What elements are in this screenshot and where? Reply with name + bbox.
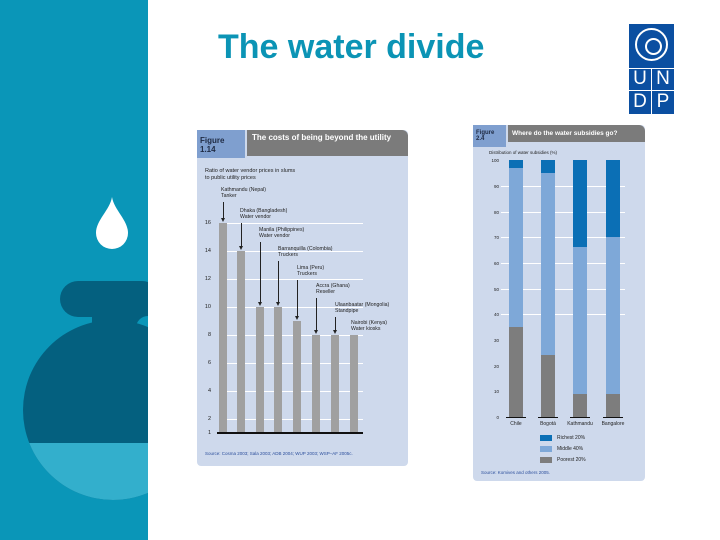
y-tick: 10 [204, 304, 211, 310]
figure-source: Source: Cosma 2003; Sala 2003; ADB 2004;… [205, 451, 353, 456]
slide-title: The water divide [218, 28, 485, 66]
figure-subtitle: Ratio of water vendor prices in slums to… [205, 168, 296, 181]
y-tick: 2 [207, 416, 211, 422]
annotation-kathmandu: Kathmandu (Nepal) Tanker [221, 187, 266, 199]
annotation-ulaanbaatar: Ulaanbaatar (Mongolia) Standpipe [335, 302, 390, 314]
bar-chart: 16 14 12 10 8 6 4 2 1 Kathmandu (Nepal) T… [197, 130, 408, 466]
y-tick: 12 [204, 276, 211, 282]
bar-ulaanbaatar [331, 335, 339, 433]
water-jug-illustration [23, 197, 148, 500]
bar-dhaka [237, 251, 245, 433]
x-label: Chile [510, 421, 522, 427]
un-emblem-icon [635, 28, 668, 61]
y-tick: 40 [493, 312, 499, 317]
y-tick: 90 [493, 184, 499, 189]
y-tick: 16 [204, 220, 211, 226]
figure-subtitle: Distribution of water subsidies (%) [489, 150, 558, 155]
bar-lima [293, 321, 301, 433]
figure-vendor-prices: Figure 1.14 The costs of being beyond th… [197, 130, 408, 466]
legend-richest: Richest 20% [540, 435, 585, 441]
annotation-lima: Lima (Peru) Truckers [297, 265, 325, 277]
x-label: Bangalore [601, 421, 625, 427]
figure-title: Where do the water subsidies go? [508, 125, 645, 142]
logo-letter-p: P [656, 91, 670, 112]
y-tick: 1 [207, 430, 211, 436]
y-tick: 50 [493, 287, 499, 292]
legend-middle: Middle 40% [540, 446, 583, 452]
stacked-bar-chart: 100 90 80 70 60 50 40 30 20 10 0 [473, 125, 645, 481]
figure-source: Source: Komives and others 2005. [481, 470, 551, 475]
logo-letter-u: U [633, 68, 647, 89]
figure-number: Figure 1.14 [197, 130, 245, 158]
x-label: Kathmandu [567, 421, 593, 427]
undp-logo: U N D P [629, 24, 674, 114]
annotation-barranquilla: Barranquilla (Colombia) Truckers [278, 246, 333, 258]
annotation-accra: Accra (Ghana) Reseller [316, 283, 350, 295]
legend-poorest: Poorest 20% [540, 457, 586, 463]
bar-manila [256, 307, 264, 433]
y-tick: 20 [493, 364, 499, 369]
water-drop-icon [96, 197, 128, 249]
logo-letter-n: N [656, 68, 670, 89]
figure-header: Figure 2.4 Where do the water subsidies … [473, 125, 645, 147]
figure-title: The costs of being beyond the utility [247, 130, 408, 156]
annotation-dhaka: Dhaka (Bangladesh) Water vendor [240, 208, 288, 220]
decorative-side-panel [0, 0, 148, 540]
y-tick: 0 [496, 415, 499, 420]
logo-letter-d: D [633, 91, 647, 112]
annotation-manila: Manila (Philippines) Water vendor [259, 227, 305, 239]
y-tick: 10 [493, 389, 499, 394]
y-tick: 100 [491, 158, 499, 163]
y-tick: 6 [207, 360, 211, 366]
figure-water-subsidies: Figure 2.4 Where do the water subsidies … [473, 125, 645, 481]
annotation-nairobi: Nairobi (Kenya) Water kiosks [351, 320, 388, 332]
x-label: Bogotá [540, 421, 556, 427]
y-tick: 4 [207, 388, 211, 394]
figure-header: Figure 1.14 The costs of being beyond th… [197, 130, 408, 158]
bar-kathmandu [219, 223, 227, 433]
bar-accra [312, 335, 320, 433]
bar-barranquilla [274, 307, 282, 433]
bar-nairobi [350, 335, 358, 433]
y-tick: 8 [207, 332, 211, 338]
x-axis [217, 432, 363, 434]
figure-number: Figure 2.4 [473, 125, 506, 147]
y-tick: 80 [493, 210, 499, 215]
y-tick: 60 [493, 261, 499, 266]
y-tick: 30 [493, 338, 499, 343]
y-tick: 14 [204, 248, 211, 254]
y-tick: 70 [493, 235, 499, 240]
